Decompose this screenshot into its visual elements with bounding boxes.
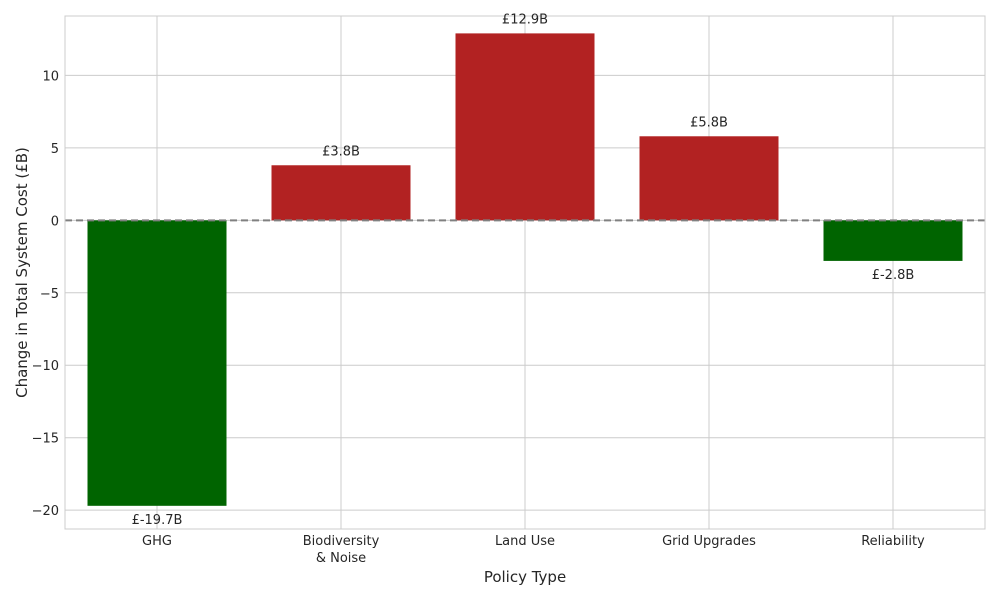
- bar-value-label: £3.8B: [322, 144, 360, 159]
- y-axis-ticks: 10 5 0 −5 −10 −15 −20: [32, 69, 59, 519]
- y-tick-label: −20: [32, 504, 59, 519]
- x-axis-ticks: GHG Biodiversity & Noise Land Use Grid Upgra…: [142, 534, 925, 566]
- bars: [87, 33, 963, 506]
- y-tick-label: 10: [42, 69, 59, 84]
- bar: [271, 165, 411, 221]
- bar-value-label: £-19.7B: [132, 513, 183, 528]
- x-tick-label: Grid Upgrades: [662, 534, 756, 549]
- bar-value-label: £5.8B: [690, 115, 728, 130]
- y-tick-label: −15: [32, 432, 59, 447]
- bar: [639, 136, 779, 221]
- x-tick-label: Biodiversity: [303, 534, 380, 549]
- x-tick-label: GHG: [142, 534, 172, 549]
- bar: [87, 220, 227, 506]
- y-tick-label: 0: [51, 214, 59, 229]
- y-tick-label: −5: [40, 287, 59, 302]
- y-tick-label: 5: [51, 142, 59, 157]
- x-tick-label: Land Use: [495, 534, 555, 549]
- bar: [455, 33, 595, 221]
- x-axis-title: Policy Type: [484, 568, 566, 586]
- x-tick-label: & Noise: [316, 551, 366, 566]
- x-tick-label: Reliability: [861, 534, 925, 549]
- plot-frame: [64, 15, 986, 530]
- y-axis-title: Change in Total System Cost (£B): [13, 147, 31, 398]
- bar: [823, 220, 963, 261]
- bar-value-label: £-2.8B: [872, 268, 915, 283]
- data-labels: £-19.7B £3.8B £12.9B £5.8B £-2.8B: [132, 12, 915, 527]
- bar-value-label: £12.9B: [502, 12, 548, 27]
- y-tick-label: −10: [32, 359, 59, 374]
